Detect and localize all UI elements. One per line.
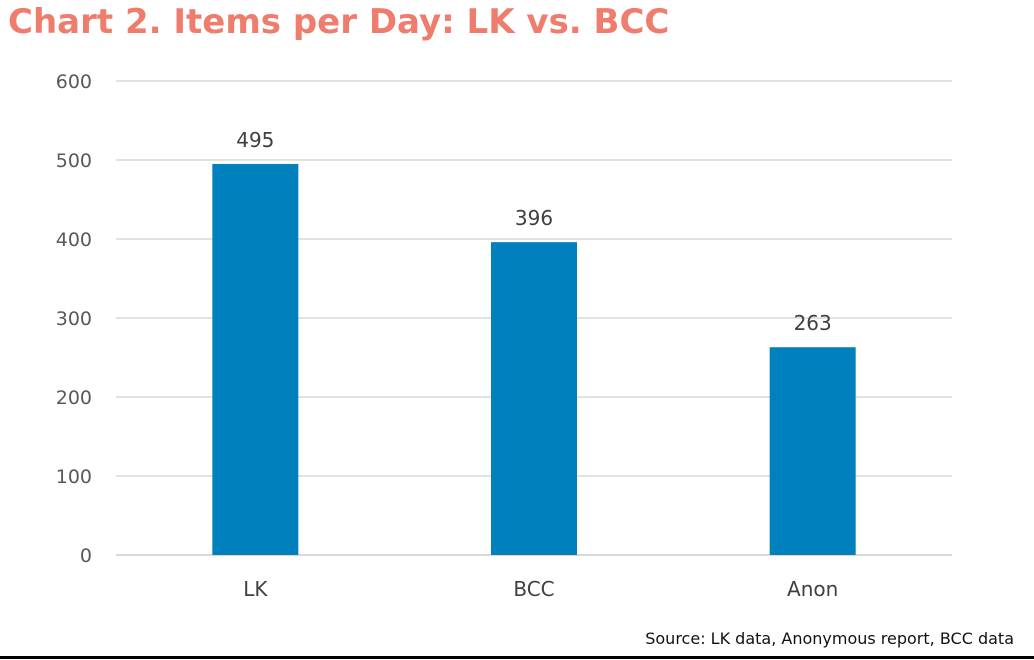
y-tick-label: 600 bbox=[56, 71, 92, 93]
x-tick-label-lk: LK bbox=[243, 577, 268, 601]
y-tick-label: 300 bbox=[56, 308, 92, 330]
y-tick-label: 400 bbox=[56, 229, 92, 251]
source-note: Source: LK data, Anonymous report, BCC d… bbox=[645, 629, 1014, 648]
data-label-anon: 263 bbox=[794, 311, 832, 335]
y-tick-label: 0 bbox=[80, 545, 92, 567]
data-labels: 495 396 263 bbox=[236, 128, 832, 335]
bars bbox=[212, 163, 856, 555]
chart-title: Chart 2. Items per Day: LK vs. BCC bbox=[8, 2, 670, 42]
x-axis-ticks: LK BCC Anon bbox=[243, 577, 838, 601]
y-tick-label: 100 bbox=[56, 466, 92, 488]
bar-anon bbox=[769, 347, 856, 555]
x-tick-label-bcc: BCC bbox=[513, 577, 554, 601]
data-label-bcc: 396 bbox=[515, 206, 553, 230]
x-tick-label-anon: Anon bbox=[787, 577, 838, 601]
y-axis-ticks: 0 100 200 300 400 500 600 bbox=[56, 71, 92, 567]
y-tick-label: 500 bbox=[56, 150, 92, 172]
bar-lk bbox=[212, 163, 299, 555]
bar-bcc bbox=[491, 242, 577, 555]
y-tick-label: 200 bbox=[56, 387, 92, 409]
data-label-lk: 495 bbox=[236, 128, 274, 152]
bottom-rule bbox=[0, 656, 1034, 659]
